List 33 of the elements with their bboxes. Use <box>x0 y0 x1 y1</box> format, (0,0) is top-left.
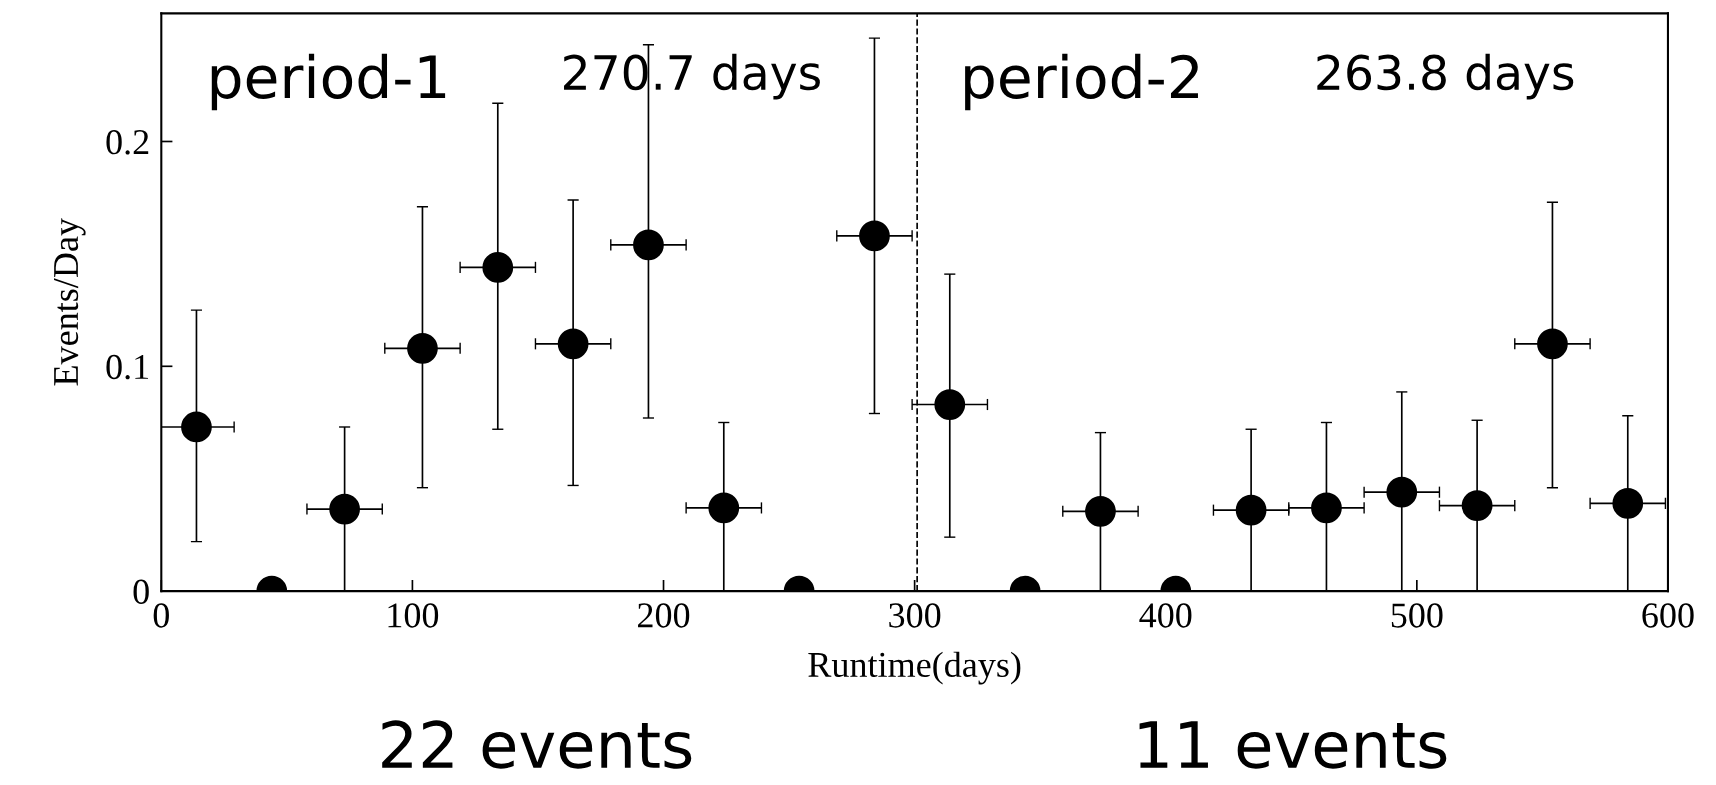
point <box>407 332 438 364</box>
x-tick-label: 100 <box>388 603 439 628</box>
point <box>557 328 589 360</box>
y-axis-title: Events/Day <box>54 218 86 386</box>
point <box>1386 476 1418 508</box>
point <box>1612 488 1644 519</box>
y-tick-label: 0 <box>133 579 149 604</box>
x-tick-label: 400 <box>1139 603 1192 628</box>
point <box>329 493 360 525</box>
y-tick-label: 0.1 <box>106 354 149 380</box>
text: 22 events <box>382 720 692 769</box>
text: 11 events <box>1139 721 1447 769</box>
point <box>1235 494 1267 526</box>
point <box>1461 490 1493 522</box>
annotation: 263.8 days <box>1317 53 1574 100</box>
point <box>181 411 212 443</box>
point <box>1085 495 1116 527</box>
point <box>708 492 740 524</box>
point <box>482 252 514 283</box>
x-tick-label: 300 <box>889 603 941 628</box>
x-axis-title: Runtime(days) <box>808 651 1021 685</box>
point <box>1537 328 1568 360</box>
point <box>1311 492 1342 524</box>
x-tick-label: 200 <box>638 603 690 628</box>
x-tick-label: 0 <box>153 603 169 628</box>
x-tick-label: 500 <box>1391 603 1443 628</box>
y-tick-label: 0.2 <box>106 130 149 155</box>
point <box>859 220 890 252</box>
annotation: period-2 <box>965 53 1198 111</box>
point <box>934 389 966 420</box>
x-tick-label: 600 <box>1642 603 1694 628</box>
annotation: period-1 <box>211 53 446 111</box>
point <box>633 229 664 261</box>
